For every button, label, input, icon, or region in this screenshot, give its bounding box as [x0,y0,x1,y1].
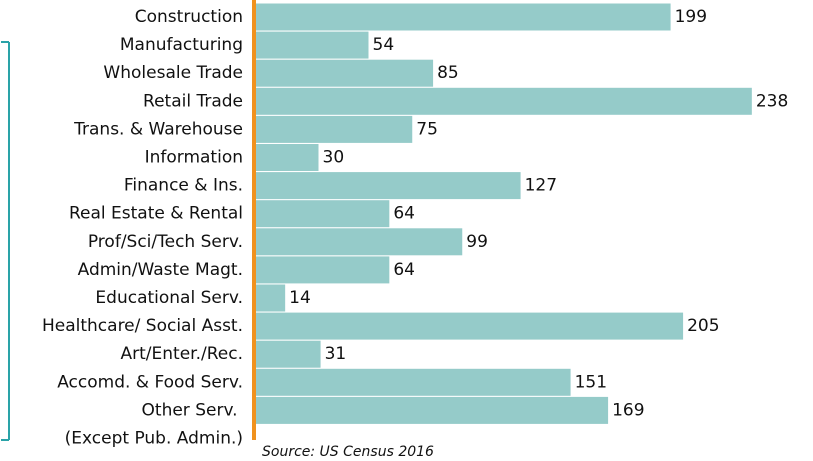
bar [256,312,684,340]
bar [256,368,571,396]
bar [256,340,321,368]
value-label: 14 [289,288,311,308]
category-label: Finance & Ins. [124,176,243,196]
bar [256,144,319,171]
source-note: Source: US Census 2016 [262,444,434,460]
value-label: 30 [323,148,345,168]
value-label: 205 [687,316,719,336]
bar [256,3,671,31]
value-label: 151 [575,372,607,392]
category-label: Other Serv. (Except Pub. Admin.) [65,400,243,448]
bar [256,59,434,87]
category-label: Manufacturing [120,35,243,55]
value-label: 199 [675,7,707,27]
category-label: Retail Trade [143,91,243,111]
bar [256,256,390,284]
value-label: 31 [325,344,347,364]
bar [256,228,463,256]
value-label: 75 [416,119,438,139]
category-label: Healthcare/ Social Asst. [42,316,243,336]
category-label: Educational Serv. [95,288,243,308]
bar [256,200,390,228]
category-label: Information [145,148,243,168]
category-label: Wholesale Trade [103,63,243,83]
category-label: Construction [135,7,243,27]
value-label: 169 [612,400,644,420]
bar [256,115,413,143]
bar [256,172,521,200]
value-label: 64 [393,204,415,224]
category-label: Real Estate & Rental [69,204,243,224]
category-label: Art/Enter./Rec. [121,344,243,364]
bar [256,396,609,424]
bar [256,284,286,312]
bar [256,87,752,115]
bar [256,31,369,59]
category-label: Accomd. & Food Serv. [57,372,243,392]
value-label: 54 [373,35,395,55]
value-label: 238 [756,91,788,111]
category-label: Trans. & Warehouse [73,119,243,139]
value-label: 99 [466,232,488,252]
value-label: 64 [393,260,415,280]
category-label: Admin/Waste Magt. [78,260,243,280]
value-label: 127 [525,176,557,196]
category-label: Prof/Sci/Tech Serv. [88,232,243,252]
value-label: 85 [437,63,459,83]
